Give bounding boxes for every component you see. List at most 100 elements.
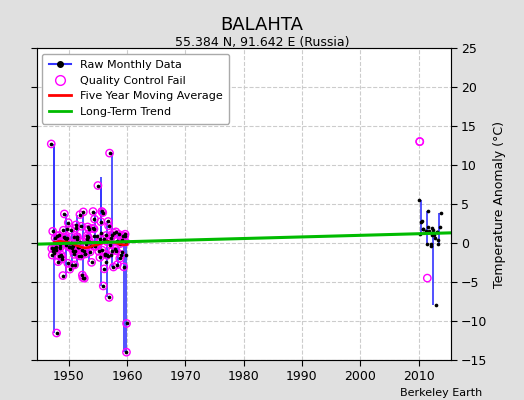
Point (76, 212, 84, 218)
Point (84, 226, 93, 232)
Point (62, 235, 71, 241)
Point (74, 243, 82, 250)
Point (103, 238, 111, 245)
Point (99, 209, 107, 216)
Point (96, 235, 104, 242)
Point (90, 226, 98, 232)
Point (91, 243, 99, 249)
Point (108, 247, 117, 254)
Point (82, 241, 90, 247)
Point (80, 248, 88, 255)
Point (56, 244, 64, 250)
Point (121, 231, 129, 238)
Point (58, 254, 67, 260)
Point (103, 252, 111, 258)
Point (433, 228, 441, 235)
Point (100, 236, 108, 242)
Point (422, 228, 431, 234)
Point (54, 258, 62, 265)
Point (66, 266, 74, 272)
Point (66, 244, 74, 250)
Point (102, 232, 111, 239)
Point (73, 236, 81, 242)
Point (69, 247, 78, 254)
Point (80, 248, 88, 255)
Point (70, 251, 78, 258)
Point (56, 241, 64, 248)
Point (59, 272, 67, 279)
Point (113, 262, 122, 268)
Point (84, 226, 93, 232)
Point (49, 248, 58, 254)
Point (418, 218, 427, 224)
Point (70, 262, 79, 268)
Point (66, 266, 74, 272)
Point (57, 239, 65, 245)
Point (96, 254, 104, 261)
Point (118, 249, 126, 255)
Point (69, 234, 78, 240)
Point (49, 250, 58, 256)
Point (67, 227, 75, 233)
Point (58, 254, 67, 260)
Point (428, 225, 436, 232)
Point (427, 241, 435, 247)
Point (60, 211, 69, 217)
Point (106, 235, 115, 242)
Point (115, 231, 123, 238)
Point (434, 240, 443, 247)
Point (122, 239, 130, 245)
Point (56, 244, 64, 250)
Point (99, 283, 107, 289)
Point (60, 211, 69, 217)
Point (50, 246, 58, 252)
Point (417, 219, 425, 225)
Point (61, 234, 70, 241)
Point (53, 233, 61, 239)
Point (68, 245, 76, 252)
Point (52, 330, 61, 336)
Point (419, 226, 427, 233)
Point (79, 274, 87, 281)
Point (83, 232, 91, 239)
Point (83, 232, 91, 239)
Point (59, 272, 67, 279)
Point (76, 239, 84, 245)
Point (436, 224, 444, 230)
Point (77, 223, 85, 230)
Point (105, 294, 113, 301)
Point (48, 245, 56, 252)
Point (88, 259, 96, 266)
Point (78, 247, 86, 254)
Point (100, 236, 108, 242)
Point (423, 224, 432, 230)
Point (73, 234, 82, 240)
Point (75, 244, 84, 250)
Point (71, 225, 80, 231)
Point (103, 253, 112, 259)
Point (80, 275, 89, 282)
Point (102, 232, 111, 239)
Point (85, 239, 93, 246)
Point (72, 222, 80, 228)
Point (52, 330, 61, 336)
Point (424, 208, 432, 214)
Point (119, 264, 128, 270)
Point (430, 235, 439, 241)
Point (98, 247, 106, 253)
Point (85, 238, 94, 245)
Point (104, 218, 112, 225)
Point (47, 141, 56, 147)
Point (86, 243, 95, 250)
Point (85, 239, 93, 246)
Point (52, 244, 60, 251)
Point (67, 227, 75, 233)
Point (69, 242, 77, 249)
Point (99, 283, 107, 289)
Point (94, 182, 102, 189)
Point (50, 245, 59, 251)
Point (90, 226, 98, 232)
Point (116, 255, 124, 262)
Point (65, 240, 73, 247)
Point (53, 233, 61, 239)
